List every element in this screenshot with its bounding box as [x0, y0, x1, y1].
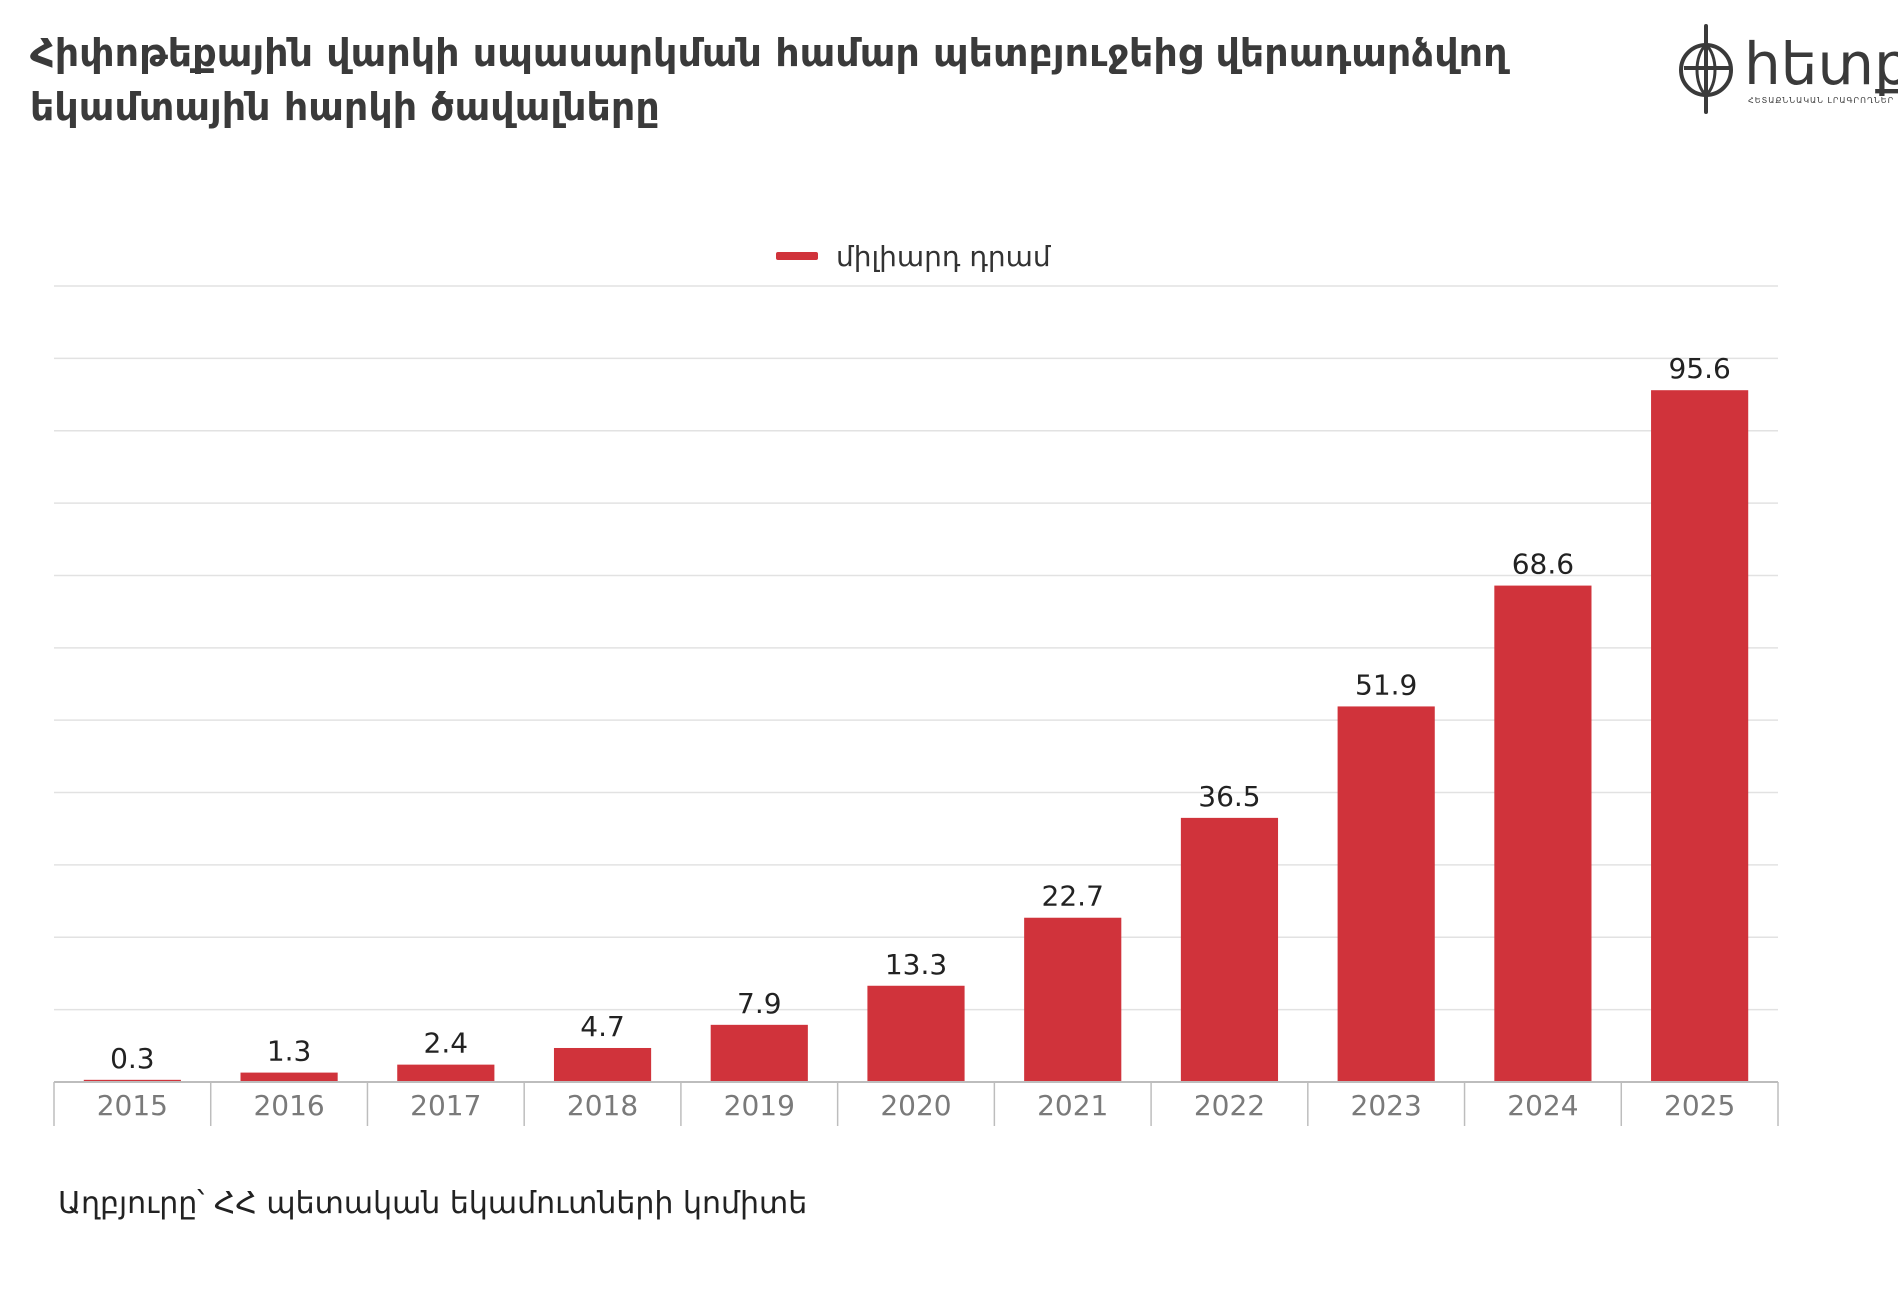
data-label: 2.4 [424, 1027, 469, 1060]
x-tick-label: 2021 [1037, 1089, 1108, 1122]
bar [1651, 390, 1749, 1083]
x-tick-label: 2015 [97, 1089, 168, 1122]
logo-subtitle: ՀԵՏԱՔՆՆԱԿԱՆ ԼՐԱԳՐՈՂՆԵՐ [1748, 96, 1895, 105]
legend-label: միլիարդ դրամ [836, 239, 1051, 273]
globe-icon [1679, 24, 1733, 114]
bar [397, 1064, 495, 1082]
data-label: 7.9 [737, 987, 782, 1020]
legend-swatch [776, 252, 818, 260]
bar [240, 1072, 338, 1082]
data-label: 51.9 [1355, 668, 1417, 701]
bar [553, 1047, 652, 1082]
bar [867, 985, 965, 1082]
bar [1337, 706, 1435, 1082]
x-tick-label: 2017 [410, 1089, 481, 1122]
bar [1024, 917, 1122, 1082]
chart-title: Հիփոթեքային վարկի սպասարկման համար պետբյ… [30, 31, 1508, 129]
x-tick-label: 2020 [880, 1089, 951, 1122]
data-label: 95.6 [1668, 352, 1730, 385]
x-tick-label: 2022 [1194, 1089, 1265, 1122]
bar [710, 1024, 808, 1082]
data-label: 22.7 [1042, 880, 1104, 913]
logo: հետք ՀԵՏԱՔՆՆԱԿԱՆ ԼՐԱԳՐՈՂՆԵՐ [1668, 20, 1898, 120]
bar [1494, 585, 1592, 1082]
logo-text: հետք [1744, 30, 1898, 98]
source-note: Աղբյուրը՝ ՀՀ պետական եկամուտների կոմիտե [58, 1186, 808, 1221]
bar [1180, 817, 1279, 1082]
x-tick-label: 2024 [1507, 1089, 1578, 1122]
bar-chart: 0.3 1.3 2.4 4.7 7.9 13.3 22.7 36.5 51.9 68.6 95.6 2… [53, 285, 1779, 1126]
data-label: 68.6 [1512, 548, 1574, 581]
data-label: 13.3 [885, 948, 947, 981]
x-tick-label: 2025 [1664, 1089, 1735, 1122]
data-label: 1.3 [267, 1035, 312, 1068]
data-label: 0.3 [110, 1042, 155, 1075]
x-tick-label: 2023 [1351, 1089, 1422, 1122]
x-tick-label: 2019 [724, 1089, 795, 1122]
x-tick-label: 2016 [253, 1089, 324, 1122]
data-label: 36.5 [1198, 780, 1260, 813]
data-label: 4.7 [580, 1010, 625, 1043]
x-tick-label: 2018 [567, 1089, 638, 1122]
chart-legend: միլիարդ դրամ [776, 238, 1051, 274]
bar [83, 1079, 181, 1082]
